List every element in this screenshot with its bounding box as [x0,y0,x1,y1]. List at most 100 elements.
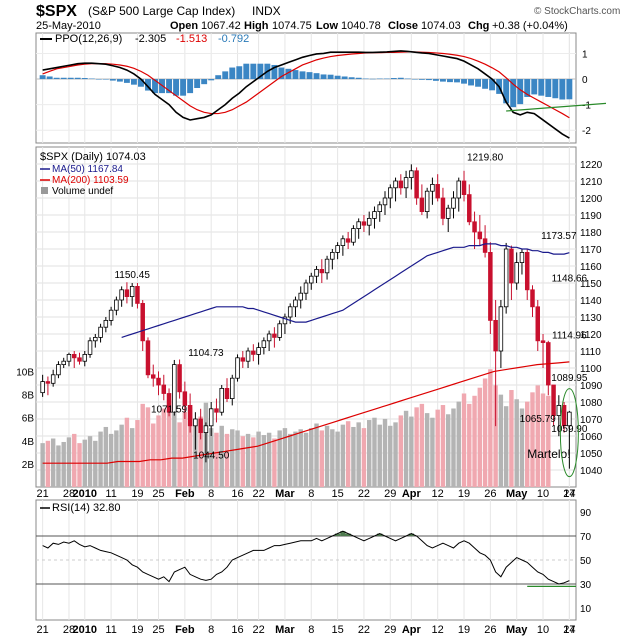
candle-body [335,245,340,253]
volume-bar [525,401,530,487]
ppo-histogram-bar [348,77,355,80]
price-tick-label: 1040 [580,466,603,477]
x-tick-label: 17 [563,488,575,500]
ppo-line [42,50,570,139]
price-legend: $SPX (Daily) 1074.03 [40,151,146,163]
price-tick-label: 1100 [580,364,602,375]
ppo-histogram-bar [292,70,299,80]
price-tick-label: 1110 [580,347,601,358]
candle-body [298,292,303,301]
volume-bar [135,420,140,487]
volume-tick-label: 10B [16,368,34,379]
volume-bar [498,394,504,487]
volume-bar [482,378,488,487]
x-tick-label-bottom: Mar [275,624,295,636]
volume-bar [372,417,377,487]
ppo-histogram-bar [102,79,109,80]
ppo-histogram-bar [510,79,517,108]
ppo-histogram-bar [313,73,320,80]
volume-bar [456,401,461,487]
ppo-tick-label: -1 [582,101,591,112]
ppo-histogram-bar [271,64,278,80]
open-value: 1067.42 [201,20,241,32]
volume-bar [208,428,214,487]
low-value: 1040.78 [341,20,381,32]
candle-body [472,221,477,233]
ppo-histogram-bar [517,79,524,105]
candle-body [208,408,214,427]
x-tick-label: 26 [484,488,496,500]
ma200-line [42,361,570,464]
ppo-histogram-bar [299,71,306,80]
ppo-histogram-bar [208,79,215,81]
x-tick-label: 8 [208,488,214,500]
price-annotation: 1104.73 [188,348,224,359]
ppo-histogram-bar [545,79,552,97]
x-tick-label: 22 [252,488,264,500]
candle-body [129,285,135,297]
volume-bar [108,433,114,487]
close-value: 1074.03 [421,20,461,32]
watermark: © StockCharts.com [534,6,620,17]
high-label: High [244,20,269,32]
volume-bar [467,403,472,487]
ppo-series [39,50,573,139]
candle-body [488,251,493,321]
price-tick-label: 1140 [580,296,602,307]
volume-bar [440,405,446,487]
candle-body [319,268,325,274]
volume-bar [219,425,224,487]
volume-bar [546,395,551,487]
candle-body [261,340,267,348]
candle-body [224,387,230,399]
ppo-histogram-bar [243,63,250,80]
volume-bar [414,407,419,487]
volume-bar [356,422,361,487]
volume-bar [124,417,130,487]
moving-averages [42,243,570,464]
candle-body [419,197,425,212]
ppo-histogram-bar [187,79,194,94]
candle-body [293,299,298,308]
rsi-series [42,530,570,585]
candle-body [445,207,451,219]
candle-body [66,353,72,362]
ppo-signal-value: -1.513 [176,33,207,45]
volume-bar [303,432,309,487]
x-tick-label: 24 [563,488,575,500]
volume-bar [446,414,451,487]
ppo-histogram-bar [229,67,236,80]
volume-bar [330,429,335,487]
ppo-histogram-bar [81,78,88,80]
ppo-histogram-bar [116,79,123,82]
x-tick-label: 15 [331,488,343,500]
volume-bar [435,409,440,487]
price-tick-label: 1160 [580,262,602,273]
volume-bar [61,441,66,487]
ppo-histogram-bar [327,74,334,80]
volume-bar [282,428,288,487]
volume-bar [140,403,145,487]
candle-body [240,357,246,362]
volume-bar [309,428,314,487]
candle-body [156,377,161,386]
volume-bar [377,424,382,487]
ppo-histogram-bar [411,79,418,80]
price-annotation: 1219.80 [467,152,504,163]
candle-body [140,302,145,342]
volume-bar [119,424,124,487]
candle-body [509,248,514,284]
candle-body [524,251,530,291]
x-tick-label: 19 [131,488,143,500]
candle-body [108,309,114,321]
volume-bar [261,435,267,487]
ppo-histogram-bar [432,79,439,81]
candle-body [424,190,430,212]
x-tick-label-bottom: Feb [175,624,195,636]
ppo-histogram-bar [201,79,208,85]
rsi-tick-label: 10 [580,604,592,615]
ppo-histogram-bar [475,79,482,87]
x-tick-label: 28 [63,488,75,500]
date-label: 25-May-2010 [36,20,101,32]
price-tick-label: 1220 [580,160,603,171]
